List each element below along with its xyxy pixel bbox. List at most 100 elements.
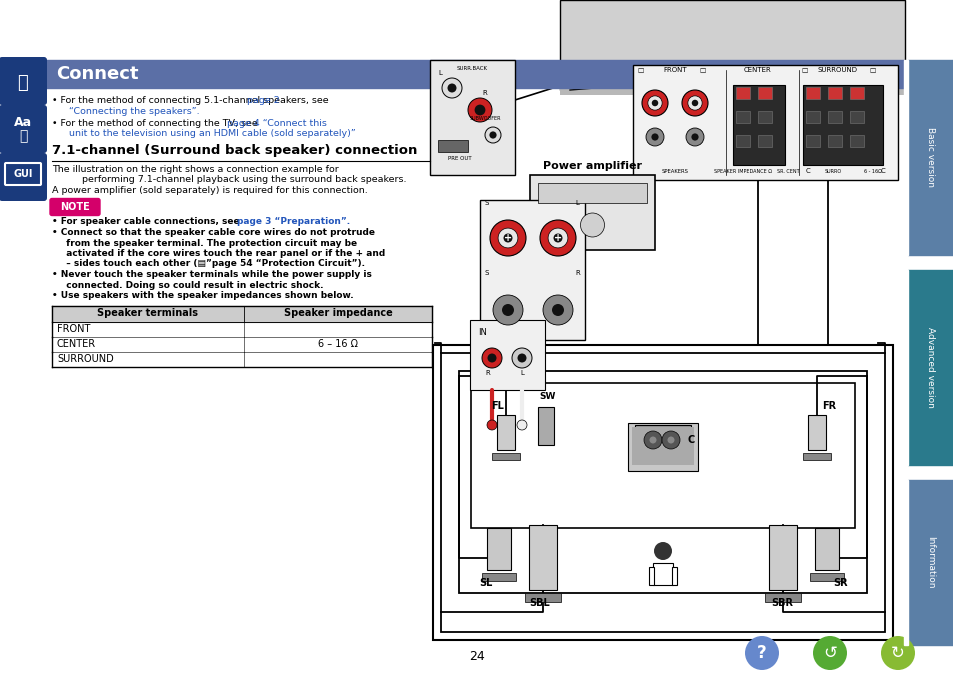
Text: SL: SL (478, 578, 492, 588)
Bar (805, 135, 820, 147)
Text: ?: ? (757, 644, 766, 662)
Text: L: L (437, 70, 441, 76)
Circle shape (812, 636, 846, 670)
Circle shape (641, 90, 667, 116)
Circle shape (880, 636, 914, 670)
Text: • Use speakers with the speaker impedances shown below.: • Use speakers with the speaker impedanc… (52, 291, 354, 300)
Bar (530, 175, 655, 250)
Text: “Connecting the speakers”.: “Connecting the speakers”. (60, 107, 199, 115)
Bar (481, 573, 516, 581)
Bar (827, 135, 841, 147)
FancyBboxPatch shape (50, 198, 100, 215)
Circle shape (447, 84, 456, 92)
Circle shape (649, 437, 656, 443)
Circle shape (503, 234, 512, 242)
Text: CENTER: CENTER (743, 67, 771, 73)
Bar (430, 60, 515, 175)
Text: PRE OUT: PRE OUT (448, 156, 472, 161)
Text: C: C (804, 168, 809, 174)
Circle shape (661, 431, 679, 449)
Text: A power amplifier (sold separately) is required for this connection.: A power amplifier (sold separately) is r… (52, 186, 367, 195)
Bar (758, 111, 771, 123)
Circle shape (493, 295, 522, 325)
Text: C: C (687, 435, 695, 445)
Bar (903, 60, 907, 255)
Text: from the speaker terminal. The protection circuit may be: from the speaker terminal. The protectio… (60, 238, 356, 248)
Text: ☐: ☐ (801, 68, 807, 74)
Text: • For the method of connecting the TV, see: • For the method of connecting the TV, s… (52, 119, 260, 128)
Bar (440, 353, 884, 632)
Text: R: R (482, 90, 487, 96)
Bar (537, 407, 554, 445)
Text: SPEAKER IMPEDANCE Ω: SPEAKER IMPEDANCE Ω (713, 169, 771, 174)
Text: C: C (880, 168, 884, 174)
Text: 📖: 📖 (17, 74, 29, 92)
Bar (802, 85, 882, 165)
Bar (433, 345, 892, 640)
Text: L: L (519, 370, 523, 376)
Circle shape (579, 213, 604, 237)
Text: 👓: 👓 (19, 129, 27, 143)
Text: NOTE: NOTE (60, 202, 90, 212)
Bar (437, 140, 468, 152)
Text: SURROUND: SURROUND (57, 354, 113, 364)
Bar (827, 87, 841, 99)
Bar (802, 453, 830, 460)
Text: FR: FR (821, 401, 835, 411)
Text: FRONT: FRONT (662, 67, 686, 73)
Circle shape (517, 420, 526, 430)
Bar (764, 593, 801, 602)
Bar (529, 525, 557, 590)
Bar (735, 135, 749, 147)
Text: page 4 “Connect this: page 4 “Connect this (227, 119, 327, 128)
Circle shape (691, 100, 698, 106)
Circle shape (643, 431, 661, 449)
Text: 7.1-channel (Surround back speaker) connection: 7.1-channel (Surround back speaker) conn… (52, 144, 417, 157)
Circle shape (484, 127, 500, 143)
Circle shape (681, 90, 707, 116)
Text: Basic version: Basic version (925, 127, 935, 187)
Circle shape (474, 105, 485, 115)
Bar (244, 306, 432, 321)
Circle shape (654, 542, 671, 560)
FancyBboxPatch shape (0, 153, 47, 201)
Text: Connect: Connect (56, 65, 138, 83)
Text: S: S (484, 200, 489, 206)
Circle shape (501, 304, 514, 316)
Text: +: + (554, 233, 561, 243)
Text: Aa: Aa (14, 115, 32, 128)
Text: Information: Information (925, 536, 935, 588)
Circle shape (489, 132, 497, 138)
Circle shape (691, 134, 698, 140)
Bar (470, 320, 544, 390)
Circle shape (553, 234, 562, 242)
Bar (479, 200, 584, 340)
Bar (907, 270, 953, 465)
Bar (559, 0, 904, 90)
Text: +: + (503, 233, 512, 243)
Bar (46, 60, 903, 88)
Circle shape (486, 420, 497, 430)
Circle shape (512, 348, 532, 368)
Bar (903, 270, 907, 465)
Text: ☐: ☐ (869, 68, 875, 74)
Bar (758, 135, 771, 147)
Bar (537, 183, 646, 203)
Circle shape (539, 220, 576, 256)
Circle shape (552, 304, 563, 316)
Text: ↺: ↺ (822, 644, 836, 662)
Bar (768, 525, 796, 590)
Text: SUBWOOFER: SUBWOOFER (469, 116, 500, 121)
Text: – sides touch each other (▤”page 54 “Protection Circuit”).: – sides touch each other (▤”page 54 “Pro… (60, 259, 365, 269)
Text: FL: FL (491, 401, 503, 411)
Text: 6 – 16 Ω: 6 – 16 Ω (317, 339, 357, 349)
Text: page 2: page 2 (247, 96, 279, 105)
Bar (486, 528, 511, 570)
Text: • Connect so that the speaker cable core wires do not protrude: • Connect so that the speaker cable core… (52, 228, 375, 237)
Text: R: R (575, 270, 579, 276)
Bar (492, 453, 519, 460)
Text: connected. Doing so could result in electric shock.: connected. Doing so could result in elec… (60, 281, 323, 290)
Circle shape (685, 128, 703, 146)
Text: FRONT: FRONT (57, 324, 91, 334)
FancyBboxPatch shape (0, 57, 47, 105)
